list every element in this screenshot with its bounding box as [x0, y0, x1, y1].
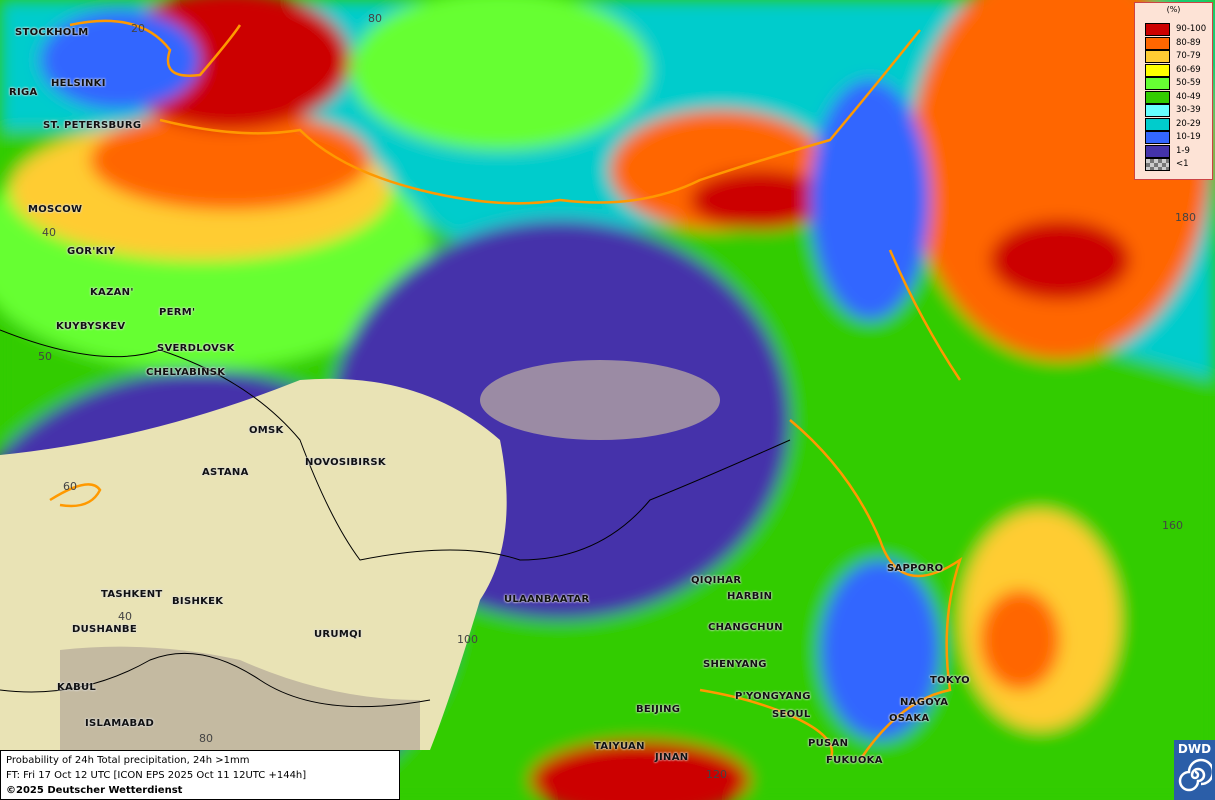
- grid-label: 40: [42, 226, 56, 239]
- legend-label: 80-89: [1176, 37, 1201, 48]
- legend-swatch: [1145, 90, 1170, 104]
- city-label: TASHKENT: [101, 589, 163, 600]
- legend-item: 90-100: [1145, 23, 1211, 36]
- city-label: STOCKHOLM: [15, 27, 89, 38]
- legend-label: 70-79: [1176, 51, 1201, 61]
- grid-label: 160: [1162, 519, 1183, 532]
- legend-swatch: [1145, 158, 1170, 171]
- legend-swatch: [1145, 63, 1170, 77]
- logo-text: DWD: [1177, 742, 1212, 756]
- legend-item: 1-9: [1145, 144, 1211, 158]
- city-label: SEOUL: [772, 709, 811, 720]
- legend-label: 60-69: [1176, 64, 1201, 75]
- copyright: ©2025 Deutscher Wetterdienst: [6, 785, 183, 796]
- city-label: NOVOSIBIRSK: [305, 457, 386, 468]
- grid-label: 50: [38, 350, 52, 363]
- grid-label: 60: [63, 480, 77, 493]
- grid-label: 20: [131, 22, 145, 35]
- legend-item: 40-49: [1145, 90, 1211, 104]
- city-label: ULAANBAATAR: [504, 594, 590, 605]
- legend-item: <1: [1145, 158, 1211, 171]
- city-label: MOSCOW: [28, 204, 83, 215]
- legend-swatch: [1145, 77, 1170, 90]
- city-label: P'YONGYANG: [735, 691, 811, 702]
- legend-label: 50-59: [1176, 78, 1201, 88]
- grid-label: 40: [118, 610, 132, 623]
- city-label: URUMQI: [314, 629, 362, 640]
- city-label: ISLAMABAD: [85, 718, 155, 729]
- city-label: DUSHANBE: [72, 624, 137, 635]
- city-label: KABUL: [57, 682, 97, 693]
- city-label: NAGOYA: [900, 697, 949, 708]
- city-label: SHENYANG: [703, 659, 767, 670]
- city-label: KUYBYSKEV: [56, 321, 126, 332]
- legend-swatch: [1145, 117, 1170, 131]
- legend-item: 20-29: [1145, 117, 1211, 131]
- grid-label: 80: [199, 732, 213, 745]
- legend: (%) 90-100 80-89 70-79 60-69 50-59 40-49 30-39…: [1134, 2, 1213, 180]
- city-label: TAIYUAN: [594, 741, 645, 752]
- legend-label: <1: [1176, 159, 1189, 169]
- legend-swatch: [1145, 50, 1170, 63]
- grid-label: 120: [706, 768, 727, 781]
- city-label: SAPPORO: [887, 563, 944, 574]
- legend-label: 40-49: [1176, 91, 1201, 102]
- city-label: CHELYABINSK: [146, 367, 226, 378]
- city-label: RIGA: [9, 87, 38, 98]
- city-label: JINAN: [655, 752, 689, 763]
- city-label: PUSAN: [808, 738, 849, 749]
- city-label: GOR'KIY: [67, 246, 116, 257]
- legend-item: 80-89: [1145, 36, 1211, 50]
- legend-swatch: [1145, 36, 1170, 50]
- legend-swatch: [1145, 131, 1170, 144]
- legend-item: 10-19: [1145, 131, 1211, 144]
- legend-item: 70-79: [1145, 50, 1211, 63]
- city-label: FUKUOKA: [826, 755, 883, 766]
- grid-label: 180: [1175, 211, 1196, 224]
- legend-label: 10-19: [1176, 132, 1201, 142]
- city-label: OSAKA: [889, 713, 930, 724]
- city-label: TOKYO: [930, 675, 970, 686]
- legend-item: 60-69: [1145, 63, 1211, 77]
- forecast-time: FT: Fri 17 Oct 12 UTC [ICON EPS 2025 Oct…: [6, 770, 307, 781]
- map-title: Probability of 24h Total precipitation, …: [6, 755, 250, 766]
- legend-swatch: [1145, 144, 1170, 158]
- dwd-logo: DWD: [1174, 740, 1215, 800]
- legend-label: 1-9: [1176, 145, 1190, 156]
- city-label: ASTANA: [202, 467, 249, 478]
- legend-swatch: [1145, 23, 1170, 36]
- grid-label: 100: [457, 633, 478, 646]
- city-label: QIQIHAR: [691, 575, 742, 586]
- info-box: Probability of 24h Total precipitation, …: [0, 750, 400, 800]
- city-label: BEIJING: [636, 704, 681, 715]
- city-label: OMSK: [249, 425, 284, 436]
- legend-label: 30-39: [1176, 105, 1201, 115]
- grid-label: 80: [368, 12, 382, 25]
- city-label: HARBIN: [727, 591, 773, 602]
- city-label: SVERDLOVSK: [157, 343, 235, 354]
- legend-unit: (%): [1166, 5, 1181, 14]
- city-label: BISHKEK: [172, 596, 224, 607]
- city-label: KAZAN': [90, 287, 134, 298]
- legend-label: 20-29: [1176, 118, 1201, 129]
- city-label: CHANGCHUN: [708, 622, 783, 633]
- legend-item: 30-39: [1145, 104, 1211, 117]
- spiral-icon: [1178, 758, 1214, 792]
- legend-label: 90-100: [1176, 24, 1207, 34]
- legend-swatch: [1145, 104, 1170, 117]
- city-label: PERM': [159, 307, 196, 318]
- legend-item: 50-59: [1145, 77, 1211, 90]
- city-label: ST. PETERSBURG: [43, 120, 142, 131]
- city-label: HELSINKI: [51, 78, 106, 89]
